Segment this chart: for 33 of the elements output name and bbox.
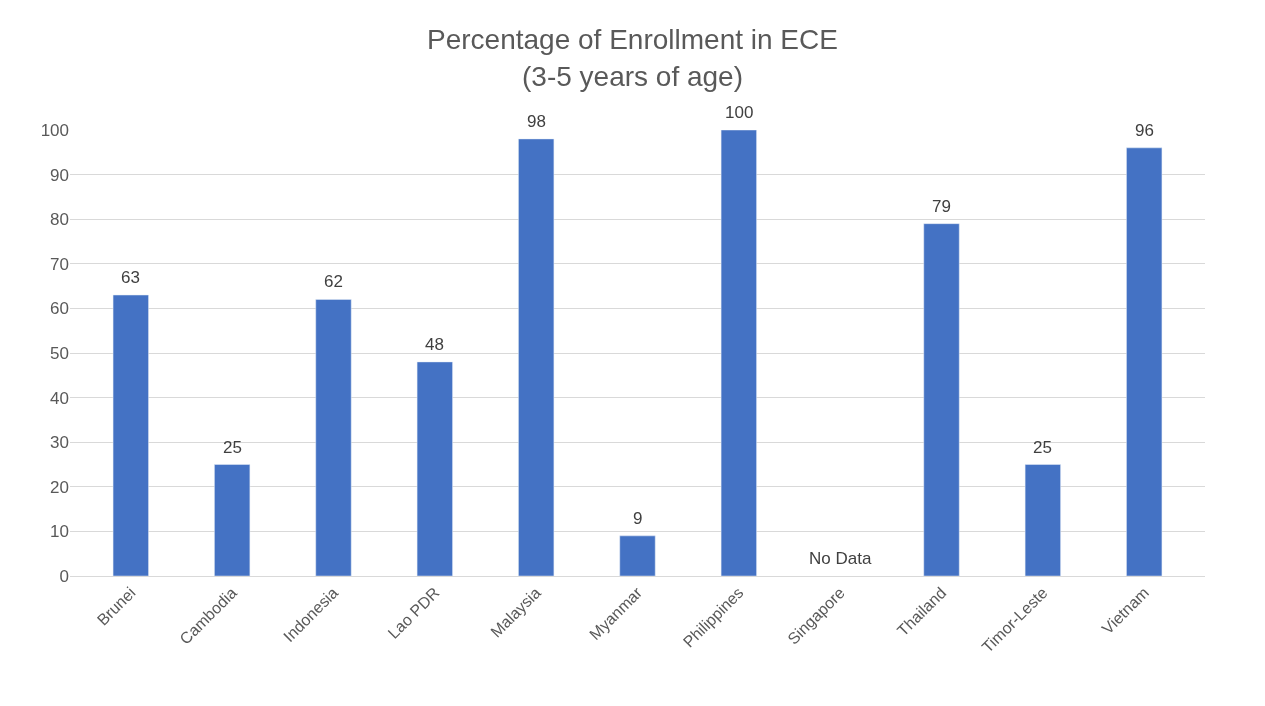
data-label: 48 — [425, 335, 444, 354]
data-label: 62 — [324, 272, 343, 291]
data-label: 25 — [1033, 438, 1052, 457]
data-label: 63 — [121, 268, 140, 287]
y-tick-label: 20 — [50, 477, 69, 497]
y-tick-label: 50 — [50, 343, 69, 363]
y-tick-label: 90 — [50, 165, 69, 185]
text: No Data — [809, 549, 872, 568]
y-tick-label: 10 — [50, 522, 69, 542]
bar — [315, 299, 352, 576]
bar — [1126, 147, 1163, 576]
bar — [518, 138, 555, 576]
y-tick-label: 100 — [40, 120, 69, 140]
bar — [112, 294, 149, 576]
y-tick-label: 0 — [59, 566, 69, 586]
bar — [214, 464, 251, 576]
y-tick-label: 30 — [50, 433, 69, 453]
data-label: 9 — [633, 509, 643, 528]
y-tick-label: 70 — [50, 254, 69, 274]
bar — [720, 130, 757, 576]
bar — [416, 361, 453, 576]
y-tick-label: 60 — [50, 299, 69, 319]
data-label: 79 — [932, 197, 951, 216]
chart-title: Percentage of Enrollment in ECE (3-5 years of age) — [427, 24, 838, 92]
y-tick-label: 80 — [50, 210, 69, 230]
data-label: 25 — [223, 438, 242, 457]
data-label: 96 — [1135, 121, 1154, 140]
bar — [619, 535, 656, 576]
data-label: 100 — [725, 103, 754, 122]
y-tick-label: 40 — [50, 388, 69, 408]
bar — [1024, 464, 1061, 576]
data-label: 98 — [527, 112, 546, 131]
bar — [923, 223, 960, 576]
